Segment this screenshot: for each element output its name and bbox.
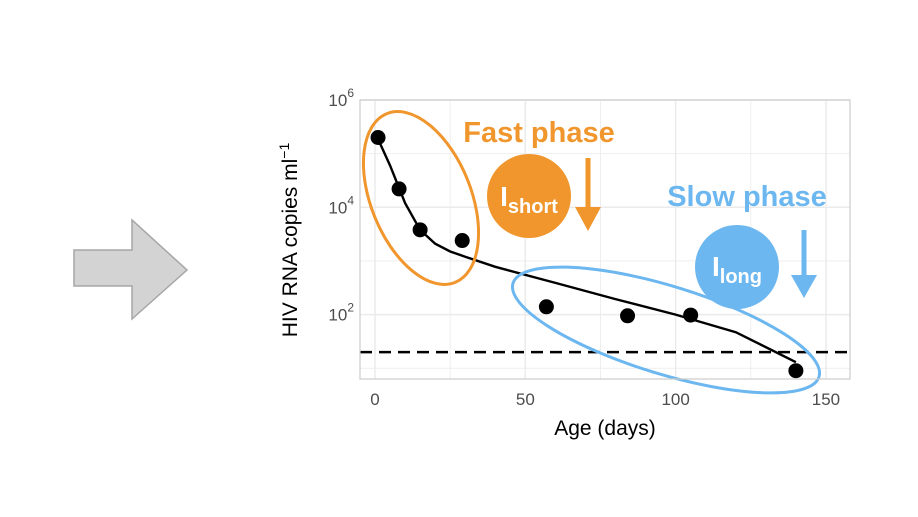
x-tick-label: 50 (516, 390, 535, 409)
fast-badge-main: I (500, 181, 508, 212)
data-point (454, 233, 470, 249)
y-tick-base: 10 (328, 91, 347, 110)
y-tick-exponent: 4 (347, 193, 354, 207)
data-point (370, 130, 386, 146)
fast-phase-badge-text: Ishort (500, 181, 558, 218)
data-points (370, 130, 804, 379)
data-point (391, 181, 407, 197)
y-tick-exponent: 6 (347, 86, 354, 100)
y-axis-title: HIV RNA copies ml−1 (276, 143, 302, 338)
down-arrow-icon (791, 230, 817, 298)
x-tick-label: 0 (370, 390, 379, 409)
data-point (788, 363, 804, 379)
y-axis-title-superscript: −1 (276, 143, 292, 159)
x-tick-labels: 0 50 100 150 (370, 390, 840, 409)
slow-phase-label: Slow phase (667, 181, 827, 213)
data-point (538, 299, 554, 315)
slow-phase-badge-text: Ilong (712, 251, 762, 288)
panel-border (359, 99, 851, 380)
y-tick-exponent: 2 (347, 301, 354, 315)
x-axis-title: Age (days) (554, 417, 656, 440)
x-tick-label: 150 (812, 390, 840, 409)
y-axis-title-text: HIV RNA copies ml (279, 159, 302, 338)
slow-badge-main: I (712, 251, 720, 282)
y-tick-base: 10 (328, 306, 347, 325)
y-tick-label: 106 (328, 86, 354, 110)
fit-curve (373, 131, 797, 364)
fast-phase-label: Fast phase (463, 117, 615, 149)
data-point (683, 307, 699, 323)
y-tick-label: 104 (328, 193, 354, 217)
data-point (412, 222, 428, 238)
slow-phase-ellipse (510, 265, 822, 395)
right-arrow-icon (73, 218, 189, 321)
down-arrow-icon (575, 158, 601, 231)
fast-phase-badge (487, 154, 571, 238)
grid-lines (360, 99, 850, 379)
x-tick-label: 100 (661, 390, 689, 409)
y-tick-base: 10 (328, 198, 347, 217)
fast-badge-sub: short (508, 196, 558, 218)
y-tick-label: 102 (328, 301, 354, 325)
slow-badge-sub: long (720, 266, 762, 288)
fast-phase-ellipse (361, 110, 481, 286)
slow-phase-badge (695, 225, 779, 309)
data-point (620, 308, 636, 324)
